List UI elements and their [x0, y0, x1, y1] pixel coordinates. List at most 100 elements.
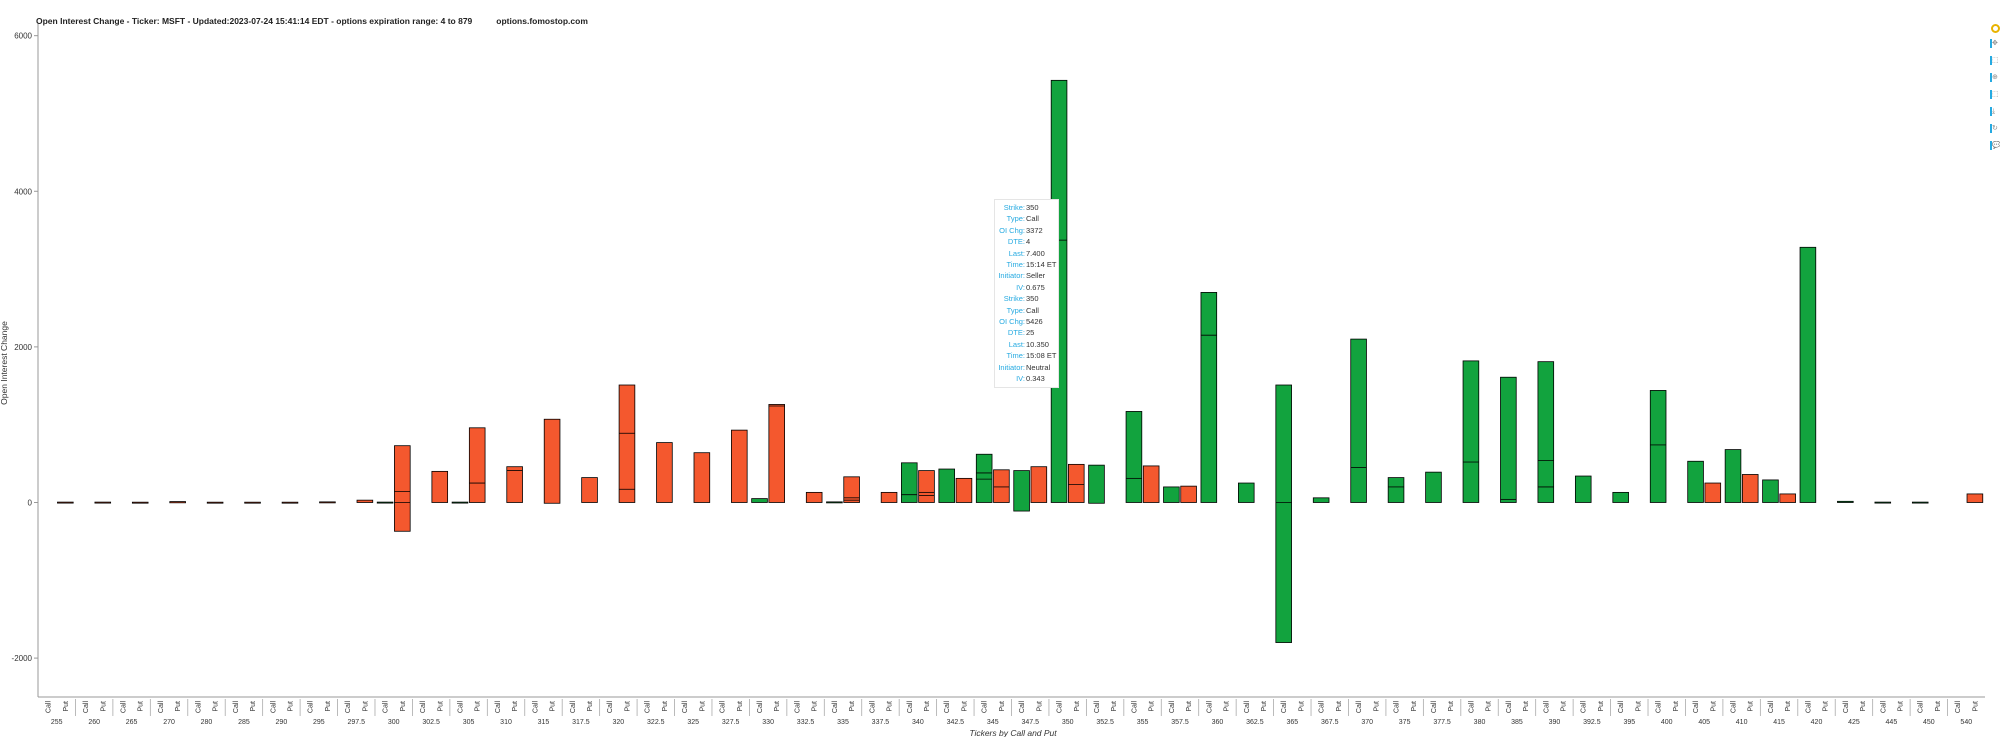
bar-call-375[interactable] [1387, 477, 1405, 503]
bar-call-357.5[interactable] [1163, 486, 1180, 503]
x-sub-tick-label: Call [270, 701, 277, 714]
bar-put-415[interactable] [1779, 493, 1796, 503]
x-group-label: 297.5 [347, 719, 365, 726]
tooltip-key: IV: [1016, 374, 1025, 384]
bar-put-405[interactable] [1704, 482, 1722, 503]
bar-put-310[interactable] [506, 466, 523, 503]
x-group-label: 317.5 [572, 719, 590, 726]
bar-call-450[interactable] [1911, 501, 1929, 504]
bar-call-377.5[interactable] [1425, 471, 1442, 503]
wheel-zoom-icon[interactable]: ⊕ [1990, 73, 2000, 82]
tooltip-key: Initiator: [998, 271, 1025, 281]
bar-call-370[interactable] [1350, 338, 1367, 503]
bar-call-415[interactable] [1762, 479, 1779, 503]
bar-put-317.5[interactable] [581, 477, 598, 503]
x-group-label: 320 [613, 719, 625, 726]
bar-call-330[interactable] [751, 498, 768, 503]
bar-call-390[interactable] [1537, 361, 1555, 503]
tooltip-value: 5426 [1026, 317, 1043, 327]
bar-call-345[interactable] [975, 453, 993, 503]
bar-put-540[interactable] [1966, 493, 1984, 503]
bar-put-342.5[interactable] [955, 477, 973, 503]
x-group-label: 332.5 [797, 719, 815, 726]
bar-put-325[interactable] [693, 452, 711, 503]
bar-call-352.5[interactable] [1088, 464, 1105, 504]
bar-put-290[interactable] [281, 501, 299, 504]
bar-call-305[interactable] [451, 501, 469, 504]
x-sub-tick-label: Put [1635, 701, 1642, 712]
bar-call-365[interactable] [1275, 384, 1292, 643]
bar-put-327.5[interactable] [731, 429, 748, 503]
box-select-icon[interactable]: ⬚ [1990, 90, 2000, 99]
site-link[interactable]: options.fomostop.com [496, 16, 588, 26]
bar-put-302.5[interactable] [431, 470, 449, 503]
bar-call-342.5[interactable] [938, 468, 955, 503]
bar-call-425[interactable] [1837, 500, 1854, 503]
bar-put-297.5[interactable] [356, 499, 374, 503]
save-icon[interactable]: ⤓ [1990, 107, 2000, 116]
bar-call-410[interactable] [1724, 449, 1742, 503]
tooltip-key: OI Chg: [999, 317, 1025, 327]
x-sub-tick-label: Put [1036, 701, 1043, 712]
y-tick-label: 2000 [14, 343, 32, 352]
chart-toolbar: ✥ ⬚ ⊕ ⬚ ⤓ ↻ 💬 [1989, 24, 2000, 158]
bar-call-300[interactable] [376, 501, 394, 504]
x-sub-tick-label: Call [944, 701, 951, 714]
bar-call-335[interactable] [826, 501, 843, 504]
bar-put-330[interactable] [768, 404, 785, 503]
bar-call-405[interactable] [1687, 460, 1704, 503]
bar-put-270[interactable] [169, 501, 186, 504]
bar-call-340[interactable] [901, 462, 918, 503]
bar-call-347.5[interactable] [1013, 470, 1030, 512]
bar-call-380[interactable] [1462, 360, 1480, 503]
tooltip-row: OI Chg: 3372 [995, 225, 1058, 236]
bar-call-367.5[interactable] [1312, 497, 1330, 503]
bar-put-265[interactable] [131, 501, 149, 504]
bar-put-285[interactable] [244, 501, 261, 504]
x-sub-tick-label: Put [1224, 701, 1231, 712]
bar-put-320[interactable] [618, 384, 636, 503]
tooltip-row: Time: 15:08 ET [995, 350, 1058, 361]
bar-put-315[interactable] [543, 418, 561, 504]
x-group-label: 425 [1848, 719, 1860, 726]
x-sub-tick-label: Call [1731, 701, 1738, 714]
hover-icon[interactable]: 💬 [1990, 141, 2000, 150]
bar-put-347.5[interactable] [1030, 466, 1048, 503]
box-zoom-icon[interactable]: ⬚ [1990, 56, 2000, 65]
bar-call-360[interactable] [1200, 292, 1218, 503]
x-group-label: 357.5 [1171, 719, 1189, 726]
chart-bars [57, 79, 1984, 643]
bar-put-260[interactable] [94, 501, 112, 504]
bar-call-445[interactable] [1874, 501, 1892, 504]
bar-call-355[interactable] [1125, 411, 1143, 503]
bar-call-385[interactable] [1500, 376, 1517, 503]
x-sub-tick-label: Put [924, 701, 931, 712]
bar-call-362.5[interactable] [1238, 482, 1255, 503]
bar-put-355[interactable] [1142, 465, 1160, 503]
bar-put-350[interactable] [1068, 463, 1085, 503]
bar-put-332.5[interactable] [805, 491, 823, 503]
bar-call-420[interactable] [1799, 246, 1817, 503]
x-group-label: 347.5 [1021, 719, 1039, 726]
x-axis-label: Tickers by Call and Put [969, 728, 1057, 737]
bar-put-335[interactable] [843, 476, 860, 503]
reset-icon[interactable]: ↻ [1990, 124, 2000, 133]
bar-put-357.5[interactable] [1180, 485, 1197, 503]
bar-put-280[interactable] [206, 501, 224, 504]
bar-put-337.5[interactable] [880, 491, 898, 503]
bar-put-345[interactable] [993, 469, 1010, 503]
bar-call-392.5[interactable] [1574, 475, 1592, 503]
x-sub-tick-label: Put [999, 701, 1006, 712]
bar-put-295[interactable] [319, 501, 336, 504]
bar-put-410[interactable] [1741, 474, 1759, 503]
pan-icon[interactable]: ✥ [1990, 39, 2000, 48]
x-group-label: 300 [388, 719, 400, 726]
bar-call-400[interactable] [1649, 390, 1667, 503]
x-sub-tick-label: Put [250, 701, 257, 712]
bar-put-255[interactable] [57, 501, 74, 504]
bar-put-340[interactable] [918, 470, 935, 503]
bar-put-322.5[interactable] [656, 442, 673, 503]
bar-put-305[interactable] [468, 427, 486, 503]
bar-put-300[interactable] [394, 445, 411, 532]
bar-call-395[interactable] [1612, 491, 1629, 503]
